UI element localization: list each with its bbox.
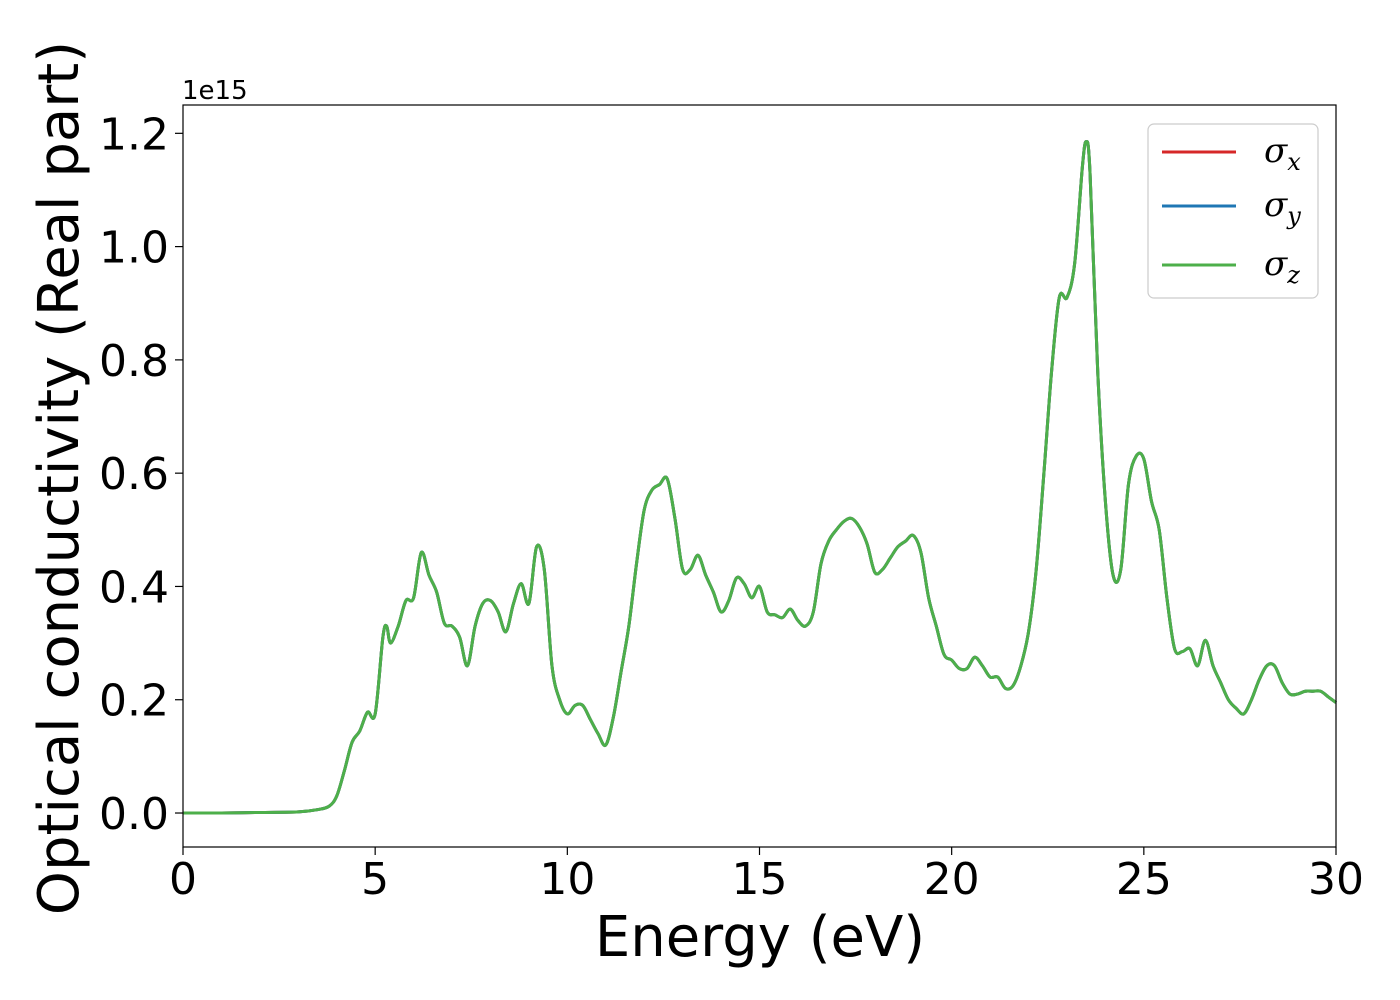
- y-tick-label: 0.0: [99, 789, 169, 840]
- series-layer: [182, 140, 1337, 815]
- legend-label-y: σy: [1264, 185, 1301, 230]
- y-tick-label: 0.8: [99, 336, 169, 387]
- legend-label-z: σz: [1264, 244, 1300, 289]
- y-axis-label: Optical conductivity (Real part): [27, 41, 92, 915]
- x-tick-label: 10: [539, 854, 595, 905]
- x-tick-label: 15: [732, 854, 788, 905]
- y-tick-label: 1.0: [99, 223, 169, 274]
- y-axis-ticks: 0.0 0.2 0.4 0.6 0.8 1.0 1.2: [99, 109, 183, 840]
- legend-box: [1147, 123, 1319, 299]
- series-line-z: [182, 140, 1337, 815]
- y-tick-label: 1.2: [99, 109, 169, 160]
- y-offset-label: 1e15: [182, 76, 248, 106]
- legend: σx σy σz: [1147, 123, 1319, 299]
- x-tick-label: 5: [361, 854, 389, 905]
- y-tick-label: 0.4: [99, 562, 169, 613]
- y-tick-label: 0.2: [99, 676, 169, 727]
- x-axis-ticks: 0 5 10 15 20 25 30: [169, 847, 1364, 905]
- x-tick-label: 25: [1116, 854, 1172, 905]
- legend-label-x: σx: [1264, 131, 1301, 176]
- y-tick-label: 0.6: [99, 449, 169, 500]
- x-tick-label: 30: [1308, 854, 1364, 905]
- x-axis-label: Energy (eV): [595, 905, 925, 970]
- x-tick-label: 20: [924, 854, 980, 905]
- x-tick-label: 0: [169, 854, 197, 905]
